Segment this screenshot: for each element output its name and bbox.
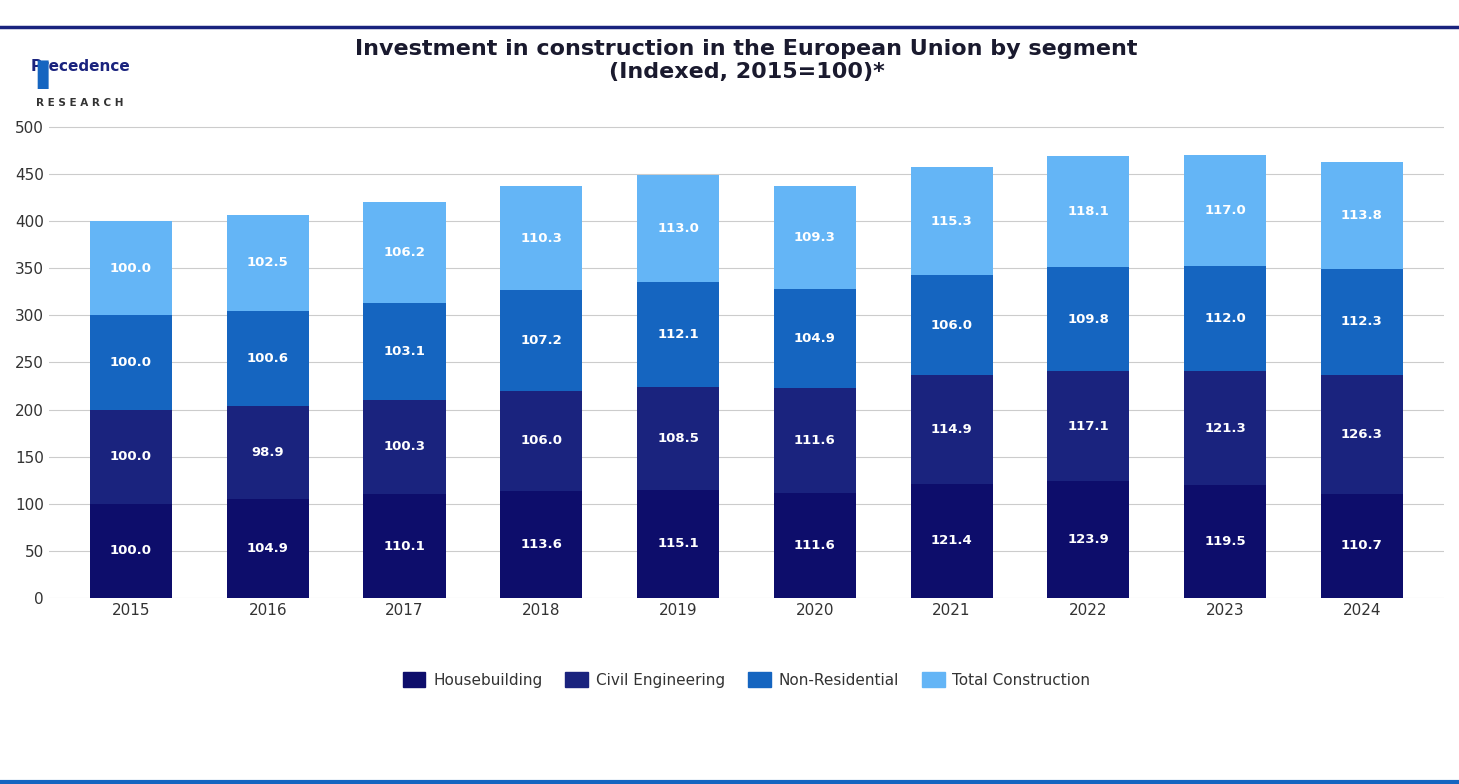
Text: 98.9: 98.9 (251, 446, 285, 459)
Text: 123.9: 123.9 (1068, 533, 1109, 546)
Bar (638, 489, 719, 598)
Text: 109.8: 109.8 (1068, 313, 1109, 325)
Bar (910, 167, 992, 275)
Text: 110.3: 110.3 (521, 231, 562, 245)
Bar (773, 289, 856, 387)
Bar (1320, 162, 1404, 269)
Text: 115.3: 115.3 (931, 215, 973, 227)
Text: 126.3: 126.3 (1341, 427, 1383, 441)
Text: ▐: ▐ (26, 61, 48, 89)
Text: 119.5: 119.5 (1204, 535, 1246, 548)
Text: 100.0: 100.0 (109, 262, 152, 274)
Text: 111.6: 111.6 (794, 434, 836, 447)
Text: 103.1: 103.1 (384, 345, 426, 358)
Text: 113.0: 113.0 (657, 222, 699, 235)
Text: 100.3: 100.3 (384, 441, 426, 453)
Text: 115.1: 115.1 (657, 537, 699, 550)
Bar (1185, 371, 1266, 485)
Text: 100.6: 100.6 (247, 352, 289, 365)
Text: 110.1: 110.1 (384, 539, 426, 553)
Bar (910, 484, 992, 598)
Text: 106.0: 106.0 (521, 434, 562, 448)
Text: 100.0: 100.0 (109, 356, 152, 369)
Bar (90, 504, 172, 598)
Text: 107.2: 107.2 (521, 334, 562, 347)
Bar (1320, 494, 1404, 598)
Bar (1048, 267, 1129, 371)
Bar (1320, 269, 1404, 375)
Bar (638, 387, 719, 489)
Text: 110.7: 110.7 (1341, 539, 1383, 553)
Bar (226, 215, 309, 311)
Text: 121.3: 121.3 (1204, 422, 1246, 435)
Text: 113.8: 113.8 (1341, 209, 1383, 222)
Legend: Housebuilding, Civil Engineering, Non-Residential, Total Construction: Housebuilding, Civil Engineering, Non-Re… (397, 666, 1096, 694)
Text: 104.9: 104.9 (247, 542, 289, 555)
Bar (500, 391, 582, 491)
Bar (363, 494, 445, 598)
Text: R E S E A R C H: R E S E A R C H (36, 98, 124, 108)
Bar (910, 376, 992, 484)
Bar (500, 290, 582, 391)
Bar (1185, 485, 1266, 598)
Bar (363, 202, 445, 303)
Text: 117.1: 117.1 (1068, 419, 1109, 433)
Text: 112.1: 112.1 (657, 328, 699, 341)
Bar (910, 275, 992, 376)
Bar (90, 409, 172, 504)
Bar (363, 303, 445, 400)
Bar (500, 186, 582, 290)
Text: 113.6: 113.6 (521, 538, 562, 551)
Text: 121.4: 121.4 (931, 534, 973, 547)
Bar (1048, 481, 1129, 598)
Bar (1185, 155, 1266, 266)
Bar (90, 221, 172, 315)
Bar (638, 175, 719, 281)
Text: 112.3: 112.3 (1341, 315, 1383, 328)
Text: 118.1: 118.1 (1068, 205, 1109, 218)
Bar (773, 493, 856, 598)
Text: 100.0: 100.0 (109, 544, 152, 557)
Text: 108.5: 108.5 (657, 432, 699, 445)
Text: 111.6: 111.6 (794, 539, 836, 552)
Bar (226, 499, 309, 598)
Text: 117.0: 117.0 (1204, 204, 1246, 217)
Bar (638, 281, 719, 387)
Bar (1320, 375, 1404, 494)
Text: 104.9: 104.9 (794, 332, 836, 345)
Bar (226, 311, 309, 406)
Text: 106.0: 106.0 (931, 319, 973, 332)
Bar (1048, 156, 1129, 267)
Text: Precedence: Precedence (31, 59, 130, 74)
Bar (500, 491, 582, 598)
Bar (363, 400, 445, 494)
Text: 100.0: 100.0 (109, 450, 152, 463)
Text: 106.2: 106.2 (384, 246, 426, 259)
Text: 114.9: 114.9 (931, 423, 973, 436)
Bar (90, 315, 172, 409)
Text: 102.5: 102.5 (247, 256, 289, 270)
Bar (773, 186, 856, 289)
Text: 109.3: 109.3 (794, 230, 836, 244)
Bar (226, 406, 309, 499)
Bar (1048, 371, 1129, 481)
Title: Investment in construction in the European Union by segment
(Indexed, 2015=100)*: Investment in construction in the Europe… (355, 38, 1138, 82)
Bar (773, 387, 856, 493)
Text: 112.0: 112.0 (1204, 312, 1246, 325)
Bar (1185, 266, 1266, 371)
